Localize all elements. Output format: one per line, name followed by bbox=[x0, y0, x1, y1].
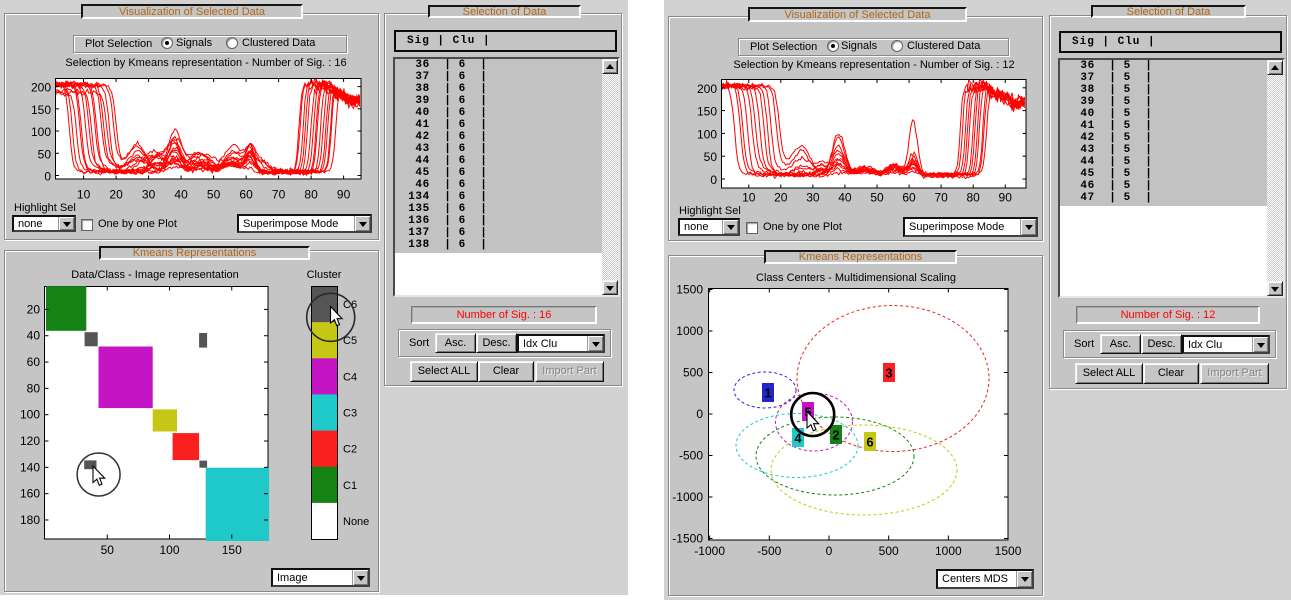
svg-text:C6: C6 bbox=[343, 299, 357, 311]
svg-text:C5: C5 bbox=[343, 335, 357, 347]
svg-text:Selection by Kmeans representa: Selection by Kmeans representation - Num… bbox=[733, 59, 1014, 71]
svg-text:2: 2 bbox=[832, 428, 839, 443]
svg-text:80: 80 bbox=[304, 188, 318, 202]
svg-text:C2: C2 bbox=[343, 444, 357, 456]
svg-text:4: 4 bbox=[794, 431, 802, 446]
svg-text:-1000: -1000 bbox=[672, 490, 703, 504]
svg-text:0: 0 bbox=[696, 407, 703, 421]
svg-text:200: 200 bbox=[31, 81, 51, 95]
svg-text:-500: -500 bbox=[679, 449, 703, 463]
svg-text:1500: 1500 bbox=[995, 544, 1022, 558]
svg-text:Selection by Kmeans representa: Selection by Kmeans representation - Num… bbox=[65, 57, 346, 69]
svg-text:1000: 1000 bbox=[935, 544, 962, 558]
svg-text:3: 3 bbox=[885, 366, 892, 381]
svg-text:20: 20 bbox=[27, 302, 41, 316]
svg-text:70: 70 bbox=[272, 188, 286, 202]
svg-text:C3: C3 bbox=[343, 408, 357, 420]
svg-text:0: 0 bbox=[826, 544, 833, 558]
svg-text:40: 40 bbox=[27, 329, 41, 343]
svg-text:0: 0 bbox=[710, 173, 717, 187]
svg-text:Class Centers - Multidimension: Class Centers - Multidimensional Scaling bbox=[756, 272, 956, 284]
svg-text:100: 100 bbox=[31, 125, 51, 139]
svg-text:50: 50 bbox=[207, 188, 221, 202]
svg-text:120: 120 bbox=[20, 434, 40, 448]
svg-text:C4: C4 bbox=[343, 371, 357, 383]
svg-text:Data/Class - Image representat: Data/Class - Image representation bbox=[71, 269, 239, 281]
svg-text:50: 50 bbox=[704, 150, 718, 164]
svg-text:10: 10 bbox=[742, 191, 756, 205]
svg-text:40: 40 bbox=[838, 191, 852, 205]
svg-text:Cluster: Cluster bbox=[307, 269, 342, 281]
svg-text:160: 160 bbox=[20, 487, 40, 501]
svg-text:50: 50 bbox=[870, 191, 884, 205]
svg-text:70: 70 bbox=[934, 191, 948, 205]
svg-text:None: None bbox=[343, 516, 369, 528]
svg-text:100: 100 bbox=[697, 127, 717, 141]
svg-text:30: 30 bbox=[806, 191, 820, 205]
svg-text:80: 80 bbox=[967, 191, 981, 205]
svg-text:30: 30 bbox=[142, 188, 156, 202]
svg-text:-1000: -1000 bbox=[694, 544, 725, 558]
svg-text:150: 150 bbox=[222, 543, 242, 557]
svg-text:90: 90 bbox=[999, 191, 1013, 205]
svg-text:20: 20 bbox=[774, 191, 788, 205]
svg-text:100: 100 bbox=[20, 408, 40, 422]
svg-text:1: 1 bbox=[764, 386, 771, 401]
svg-text:180: 180 bbox=[20, 513, 40, 527]
svg-text:150: 150 bbox=[697, 105, 717, 119]
svg-text:140: 140 bbox=[20, 460, 40, 474]
svg-text:-1500: -1500 bbox=[672, 532, 703, 546]
svg-text:C1: C1 bbox=[343, 480, 357, 492]
svg-text:150: 150 bbox=[31, 103, 51, 117]
svg-text:50: 50 bbox=[38, 147, 52, 161]
svg-text:60: 60 bbox=[27, 355, 41, 369]
svg-text:40: 40 bbox=[174, 188, 188, 202]
svg-text:50: 50 bbox=[101, 543, 115, 557]
svg-text:80: 80 bbox=[27, 381, 41, 395]
svg-text:6: 6 bbox=[866, 435, 873, 450]
svg-text:-500: -500 bbox=[757, 544, 781, 558]
svg-text:200: 200 bbox=[697, 82, 717, 96]
svg-text:10: 10 bbox=[77, 188, 91, 202]
svg-text:500: 500 bbox=[879, 544, 899, 558]
svg-text:0: 0 bbox=[44, 170, 51, 184]
svg-text:1000: 1000 bbox=[676, 324, 703, 338]
svg-text:20: 20 bbox=[109, 188, 123, 202]
svg-text:1500: 1500 bbox=[676, 283, 703, 297]
svg-text:60: 60 bbox=[902, 191, 916, 205]
svg-text:60: 60 bbox=[239, 188, 253, 202]
svg-text:100: 100 bbox=[159, 543, 179, 557]
svg-text:90: 90 bbox=[337, 188, 351, 202]
svg-text:500: 500 bbox=[683, 366, 703, 380]
